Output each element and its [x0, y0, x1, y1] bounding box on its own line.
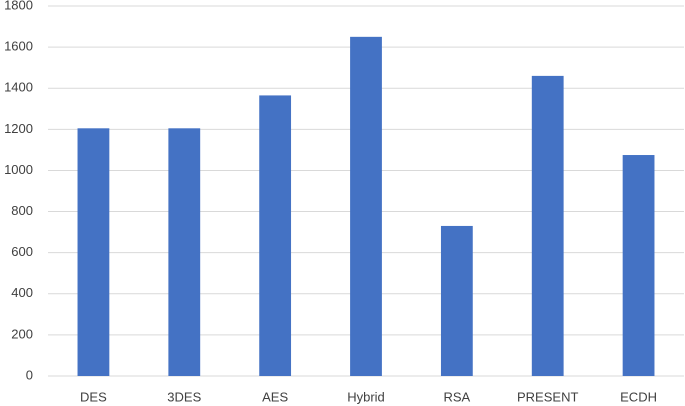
- y-tick-label: 1200: [4, 121, 33, 136]
- bar: [168, 128, 201, 376]
- y-tick-label: 600: [11, 244, 33, 259]
- bar: [531, 75, 564, 376]
- y-tick-label: 400: [11, 285, 33, 300]
- bar: [77, 128, 110, 376]
- bar: [259, 95, 292, 377]
- x-tick-label: AES: [262, 389, 288, 404]
- y-tick-label: 800: [11, 203, 33, 218]
- y-tick-label: 1600: [4, 39, 33, 54]
- x-tick-label: Hybrid: [347, 389, 385, 404]
- x-tick-label: RSA: [443, 389, 470, 404]
- bar: [622, 155, 655, 376]
- x-tick-label: 3DES: [167, 389, 201, 404]
- x-tick-label: PRESENT: [517, 389, 578, 404]
- x-tick-label: ECDH: [620, 389, 657, 404]
- x-tick-label: DES: [80, 389, 107, 404]
- y-tick-label: 1800: [4, 0, 33, 12]
- y-tick-label: 1400: [4, 80, 33, 95]
- y-tick-label: 200: [11, 326, 33, 341]
- y-tick-label: 1000: [4, 162, 33, 177]
- bar: [350, 36, 382, 376]
- bar: [440, 225, 473, 376]
- y-tick-label: 0: [26, 367, 33, 382]
